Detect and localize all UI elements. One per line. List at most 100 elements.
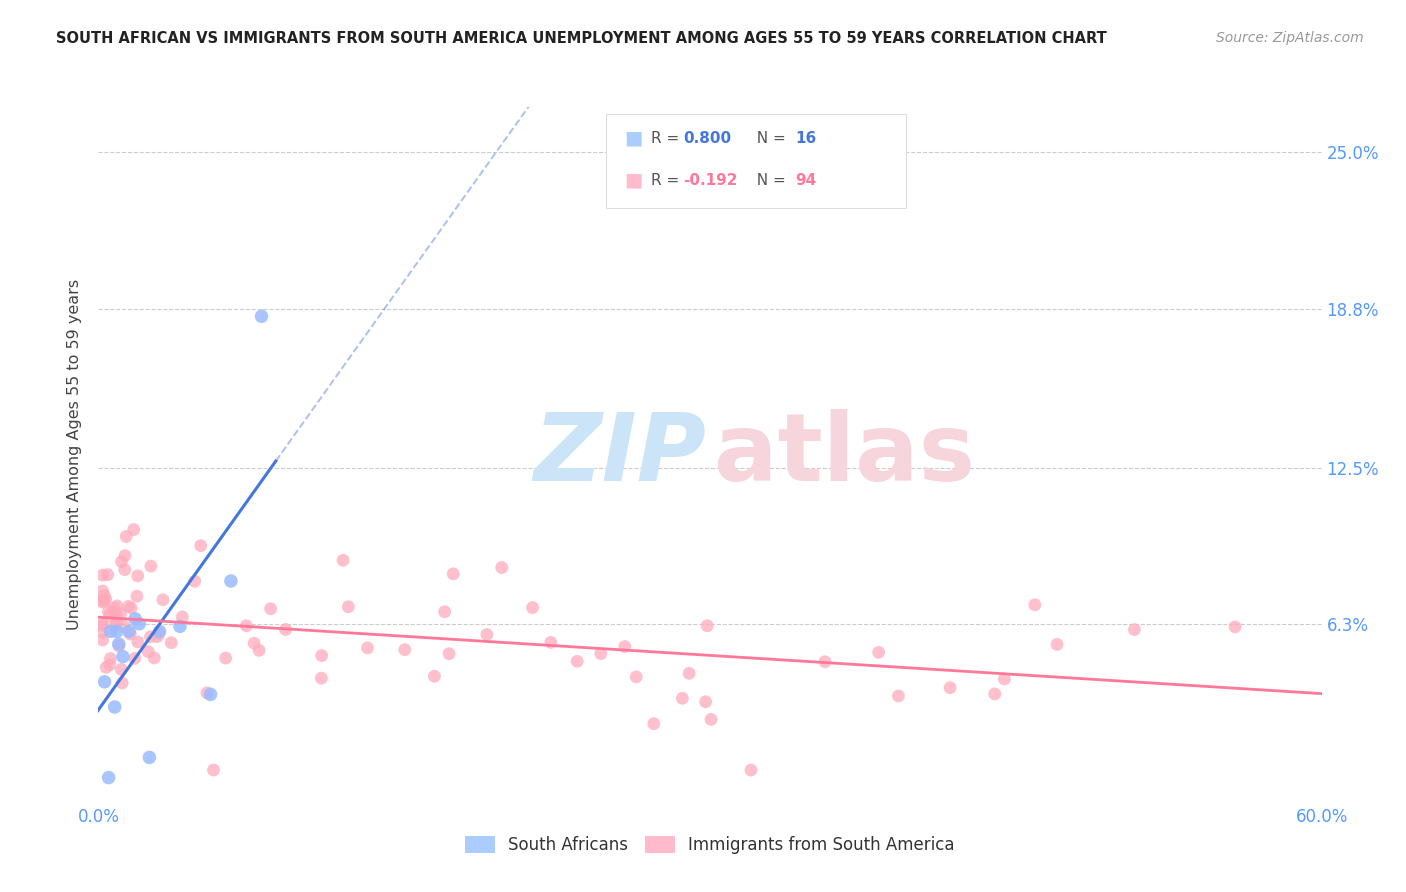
South Africans bbox=[200, 687, 222, 701]
South Africans bbox=[105, 624, 128, 639]
Immigrants from South America bbox=[91, 616, 114, 631]
Text: 16: 16 bbox=[796, 131, 817, 146]
Immigrants from South America bbox=[103, 601, 125, 615]
Immigrants from South America bbox=[139, 630, 162, 644]
Immigrants from South America bbox=[195, 686, 218, 700]
Immigrants from South America bbox=[112, 619, 135, 633]
Immigrants from South America bbox=[98, 608, 121, 623]
Immigrants from South America bbox=[868, 645, 890, 659]
Immigrants from South America bbox=[887, 689, 910, 703]
Text: N =: N = bbox=[747, 131, 790, 146]
Text: Source: ZipAtlas.com: Source: ZipAtlas.com bbox=[1216, 31, 1364, 45]
Immigrants from South America bbox=[423, 669, 446, 683]
Immigrants from South America bbox=[1024, 598, 1046, 612]
Immigrants from South America bbox=[160, 635, 183, 649]
Immigrants from South America bbox=[110, 555, 132, 569]
Y-axis label: Unemployment Among Ages 55 to 59 years: Unemployment Among Ages 55 to 59 years bbox=[67, 279, 83, 631]
FancyBboxPatch shape bbox=[606, 114, 905, 208]
Text: ■: ■ bbox=[624, 170, 643, 190]
Immigrants from South America bbox=[190, 539, 212, 553]
Immigrants from South America bbox=[117, 599, 139, 614]
Text: ■: ■ bbox=[624, 128, 643, 148]
Immigrants from South America bbox=[356, 640, 378, 655]
Immigrants from South America bbox=[183, 574, 205, 589]
Immigrants from South America bbox=[696, 619, 718, 633]
Immigrants from South America bbox=[394, 642, 416, 657]
Immigrants from South America bbox=[110, 607, 132, 621]
Immigrants from South America bbox=[114, 563, 136, 577]
Immigrants from South America bbox=[437, 647, 460, 661]
South Africans bbox=[97, 771, 120, 785]
Immigrants from South America bbox=[522, 600, 544, 615]
Immigrants from South America bbox=[993, 672, 1015, 686]
Immigrants from South America bbox=[120, 627, 142, 641]
Immigrants from South America bbox=[939, 681, 962, 695]
Immigrants from South America bbox=[152, 592, 174, 607]
Immigrants from South America bbox=[613, 640, 636, 654]
Immigrants from South America bbox=[105, 615, 128, 630]
Text: atlas: atlas bbox=[714, 409, 974, 501]
Immigrants from South America bbox=[643, 716, 665, 731]
South Africans bbox=[93, 674, 115, 689]
Immigrants from South America bbox=[127, 569, 149, 583]
Immigrants from South America bbox=[984, 687, 1007, 701]
Immigrants from South America bbox=[91, 633, 114, 648]
South Africans bbox=[169, 619, 191, 633]
Immigrants from South America bbox=[491, 560, 513, 574]
Immigrants from South America bbox=[111, 676, 134, 690]
Immigrants from South America bbox=[105, 608, 128, 623]
Immigrants from South America bbox=[332, 553, 354, 567]
Immigrants from South America bbox=[91, 625, 114, 640]
Immigrants from South America bbox=[143, 651, 166, 665]
South Africans bbox=[149, 624, 172, 639]
Immigrants from South America bbox=[311, 648, 333, 663]
Immigrants from South America bbox=[433, 605, 456, 619]
South Africans bbox=[118, 624, 141, 639]
Immigrants from South America bbox=[148, 626, 170, 640]
Immigrants from South America bbox=[441, 566, 464, 581]
Immigrants from South America bbox=[96, 660, 118, 674]
Immigrants from South America bbox=[127, 635, 149, 649]
Immigrants from South America bbox=[814, 655, 837, 669]
Immigrants from South America bbox=[101, 606, 124, 620]
Text: 94: 94 bbox=[796, 172, 817, 187]
Immigrants from South America bbox=[108, 639, 131, 653]
Text: R =: R = bbox=[651, 131, 685, 146]
Immigrants from South America bbox=[475, 627, 498, 641]
Immigrants from South America bbox=[695, 695, 717, 709]
Immigrants from South America bbox=[104, 619, 127, 633]
South Africans bbox=[111, 649, 134, 664]
Immigrants from South America bbox=[97, 567, 120, 582]
Immigrants from South America bbox=[274, 623, 297, 637]
Immigrants from South America bbox=[93, 593, 115, 607]
Immigrants from South America bbox=[115, 529, 138, 543]
Immigrants from South America bbox=[124, 651, 146, 665]
Immigrants from South America bbox=[337, 599, 360, 614]
Immigrants from South America bbox=[678, 666, 700, 681]
Text: SOUTH AFRICAN VS IMMIGRANTS FROM SOUTH AMERICA UNEMPLOYMENT AMONG AGES 55 TO 59 : SOUTH AFRICAN VS IMMIGRANTS FROM SOUTH A… bbox=[56, 31, 1107, 46]
Immigrants from South America bbox=[214, 651, 236, 665]
Immigrants from South America bbox=[1046, 637, 1069, 651]
Immigrants from South America bbox=[311, 671, 333, 685]
Immigrants from South America bbox=[671, 691, 693, 706]
Immigrants from South America bbox=[243, 636, 266, 650]
Text: ZIP: ZIP bbox=[533, 409, 706, 501]
South Africans bbox=[104, 700, 127, 714]
Immigrants from South America bbox=[567, 654, 589, 668]
Immigrants from South America bbox=[94, 592, 117, 607]
Immigrants from South America bbox=[114, 549, 136, 563]
Immigrants from South America bbox=[540, 635, 562, 649]
Text: 0.800: 0.800 bbox=[683, 131, 731, 146]
Immigrants from South America bbox=[589, 647, 612, 661]
Immigrants from South America bbox=[98, 657, 121, 672]
Immigrants from South America bbox=[125, 589, 148, 603]
Immigrants from South America bbox=[91, 568, 114, 582]
Immigrants from South America bbox=[259, 601, 281, 615]
Immigrants from South America bbox=[136, 645, 159, 659]
Immigrants from South America bbox=[146, 630, 169, 644]
Immigrants from South America bbox=[105, 599, 128, 613]
Immigrants from South America bbox=[1223, 620, 1246, 634]
South Africans bbox=[128, 616, 150, 631]
Immigrants from South America bbox=[700, 713, 723, 727]
South Africans bbox=[124, 612, 146, 626]
